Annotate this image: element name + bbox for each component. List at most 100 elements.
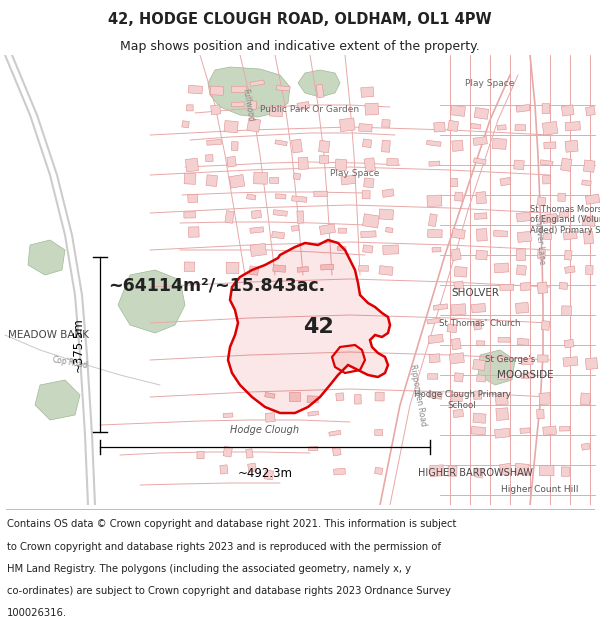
Bar (220, 465, 228, 474)
Bar (563, 231, 577, 240)
Polygon shape (208, 67, 290, 117)
Bar (517, 338, 529, 346)
Bar (428, 374, 438, 379)
Bar (581, 443, 590, 450)
Bar (227, 156, 236, 167)
Bar (473, 158, 486, 164)
Bar (559, 211, 569, 217)
Text: MEADOW BANK: MEADOW BANK (7, 330, 89, 340)
Bar (586, 266, 593, 274)
Bar (188, 85, 203, 94)
Bar (223, 446, 232, 457)
Bar (454, 372, 463, 382)
Polygon shape (118, 270, 185, 333)
Bar (297, 211, 304, 223)
Bar (308, 447, 318, 451)
Bar (537, 282, 548, 294)
Bar (382, 140, 391, 152)
Bar (475, 468, 484, 478)
Bar (539, 392, 551, 405)
Bar (210, 86, 224, 96)
Bar (517, 249, 526, 261)
Bar (264, 470, 274, 480)
Bar (364, 158, 376, 172)
Text: Hodge Clough Primary
School: Hodge Clough Primary School (413, 390, 511, 410)
Text: to Crown copyright and database rights 2023 and is reproduced with the permissio: to Crown copyright and database rights 2… (7, 542, 441, 552)
Bar (562, 105, 574, 116)
Bar (476, 375, 486, 382)
Bar (205, 154, 213, 162)
Bar (473, 413, 486, 423)
Bar (232, 86, 246, 92)
Bar (182, 121, 189, 128)
Bar (383, 245, 399, 254)
Bar (538, 249, 545, 259)
Bar (188, 227, 199, 238)
Bar (451, 105, 466, 116)
Bar (586, 106, 595, 116)
Bar (494, 263, 509, 273)
Bar (385, 228, 393, 233)
Text: Hodge Clough: Hodge Clough (230, 425, 299, 435)
Bar (316, 84, 324, 98)
Bar (428, 334, 443, 344)
Bar (565, 121, 580, 131)
Bar (586, 357, 598, 369)
Polygon shape (332, 345, 365, 373)
Bar (275, 140, 287, 146)
Bar (249, 266, 259, 276)
Polygon shape (28, 240, 65, 275)
Bar (265, 392, 275, 398)
Bar (543, 426, 557, 436)
Bar (473, 137, 487, 146)
Bar (561, 467, 569, 476)
Bar (272, 231, 284, 239)
Bar (454, 192, 463, 201)
Bar (365, 103, 379, 115)
Bar (475, 213, 487, 219)
Bar (319, 140, 330, 152)
Text: Play Space: Play Space (466, 79, 515, 88)
Bar (359, 266, 368, 271)
Bar (542, 121, 558, 135)
Text: ~492.3m: ~492.3m (238, 467, 293, 480)
Bar (275, 194, 286, 199)
Bar (558, 193, 565, 201)
Bar (581, 180, 592, 186)
Text: St George's: St George's (485, 356, 535, 364)
Bar (449, 352, 464, 364)
Text: Higher Count Hill: Higher Count Hill (501, 486, 579, 494)
Bar (329, 430, 341, 436)
Bar (341, 175, 356, 185)
Bar (276, 86, 290, 91)
Bar (248, 463, 256, 472)
Bar (320, 156, 329, 164)
Text: Sholver Lane: Sholver Lane (533, 215, 547, 265)
Bar (336, 393, 344, 401)
Bar (536, 409, 544, 419)
Bar (515, 463, 529, 475)
Bar (232, 142, 238, 151)
Bar (298, 158, 308, 169)
Polygon shape (228, 240, 390, 413)
Text: ~375.5m: ~375.5m (71, 317, 85, 372)
Bar (361, 87, 374, 98)
Bar (184, 212, 196, 218)
Bar (247, 194, 256, 200)
Bar (500, 177, 511, 186)
Bar (517, 265, 526, 275)
Bar (273, 210, 287, 216)
Bar (292, 196, 307, 202)
Bar (448, 466, 457, 476)
Bar (473, 359, 485, 371)
Bar (250, 243, 266, 256)
Bar (452, 228, 466, 239)
Bar (521, 359, 533, 364)
Bar (379, 266, 393, 276)
Bar (430, 465, 443, 477)
Bar (224, 121, 238, 133)
Bar (362, 191, 370, 199)
Bar (520, 282, 531, 291)
Bar (320, 264, 334, 270)
Bar (539, 466, 554, 476)
